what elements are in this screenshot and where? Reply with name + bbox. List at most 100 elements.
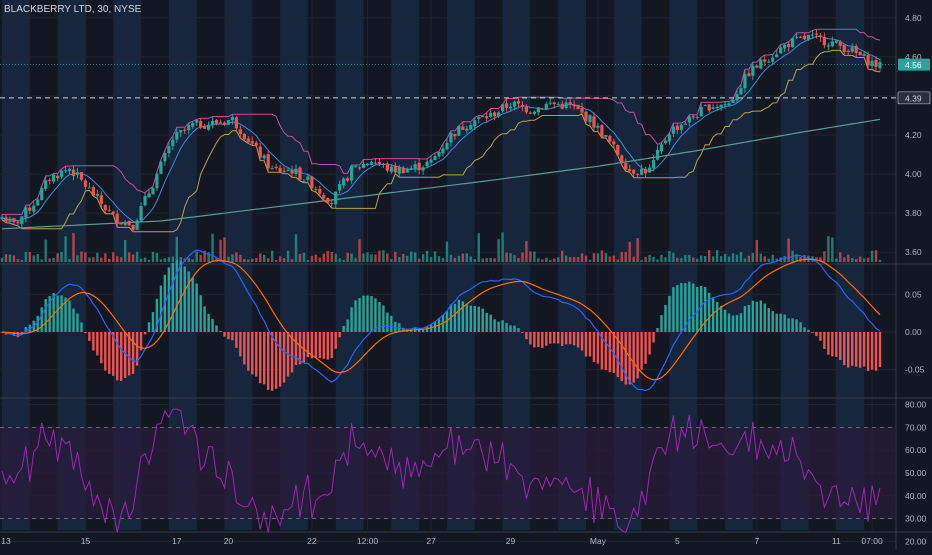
volume-bar — [330, 251, 333, 262]
candle-body — [822, 37, 826, 46]
rsi-tick-label: 50.00 — [905, 468, 927, 478]
macd-histogram-bar — [20, 332, 24, 335]
macd-histogram — [0, 259, 882, 391]
volume-bar — [382, 250, 385, 262]
macd-histogram-bar — [386, 312, 389, 332]
volume-bar — [445, 241, 449, 262]
macd-histogram-bar — [783, 314, 786, 332]
macd-histogram-bar — [564, 332, 568, 345]
candle-body — [651, 160, 656, 169]
macd-histogram-bar — [374, 298, 377, 332]
candle-body — [326, 198, 330, 203]
volume-bar — [358, 239, 361, 262]
candle-body — [747, 73, 751, 77]
macd-histogram-bar — [529, 332, 532, 345]
macd-histogram-bar — [445, 310, 449, 332]
macd-histogram-bar — [839, 332, 842, 361]
macd-histogram-bar — [815, 332, 818, 337]
volume-bar — [270, 250, 274, 262]
volume-bar — [453, 257, 457, 262]
candle-body — [167, 146, 171, 154]
macd-histogram-bar — [251, 332, 254, 375]
macd-histogram-bar — [680, 282, 683, 332]
macd-histogram-bar — [167, 267, 171, 332]
macd-histogram-bar — [394, 321, 397, 332]
candle-body — [246, 138, 250, 143]
time-tick-label: 11 — [832, 536, 841, 546]
volume-bar — [187, 258, 190, 262]
candle-body — [12, 218, 16, 223]
volume-bar — [600, 250, 604, 262]
candle-body — [874, 59, 878, 67]
volume-bar — [719, 256, 723, 262]
macd-histogram-bar — [72, 308, 75, 332]
time-tick-label: 27 — [426, 536, 436, 546]
volume-bar — [493, 258, 496, 262]
macd-histogram-bar — [219, 330, 222, 332]
macd-histogram-bar — [799, 322, 802, 332]
candle-body — [850, 47, 854, 52]
macd-histogram-bar — [791, 318, 794, 332]
candle-body — [397, 167, 401, 174]
price-tick-label: 3.80 — [905, 208, 922, 218]
macd-histogram-bar — [572, 332, 576, 346]
fast-ma-line — [1, 35, 881, 224]
candle-body — [159, 161, 163, 174]
volume-bar — [835, 258, 838, 262]
candle-body — [798, 36, 803, 38]
macd-histogram-bar — [461, 301, 465, 332]
candle-body — [516, 100, 521, 104]
macd-histogram-bar — [481, 308, 484, 332]
candle-body — [866, 55, 870, 66]
candle-body — [405, 169, 409, 173]
macd-histogram-bar — [700, 285, 703, 332]
volume-bar — [684, 255, 687, 262]
volume-bar — [346, 252, 349, 262]
candle-body — [532, 111, 536, 115]
candle-body — [111, 211, 115, 214]
macd-histogram-bar — [707, 292, 711, 332]
volume-bar — [576, 257, 580, 262]
macd-histogram-bar — [763, 303, 766, 332]
volume-bar — [131, 254, 135, 262]
rsi-tick-label: 40.00 — [905, 491, 927, 501]
candle-body — [465, 128, 469, 131]
volume-bar — [219, 239, 222, 262]
candle-body — [274, 166, 278, 169]
time-tick-label: 29 — [506, 536, 516, 546]
macd-histogram-bar — [545, 332, 548, 346]
macd-histogram-bar — [425, 326, 429, 332]
volume-bar — [485, 258, 488, 262]
macd-histogram-bar — [330, 332, 333, 359]
time-tick-label: 07:00 — [861, 536, 883, 546]
candle-body — [409, 168, 413, 170]
volume-bar — [672, 252, 675, 262]
macd-histogram-bar — [870, 332, 874, 370]
volume-bar — [839, 252, 842, 262]
macd-histogram-bar — [866, 332, 870, 371]
macd-histogram-bar — [616, 332, 619, 378]
volume-bar — [489, 257, 492, 262]
macd-histogram-bar — [453, 303, 457, 332]
volume-bar — [723, 253, 727, 262]
macd-histogram-bar — [116, 332, 119, 381]
volume-bar — [580, 253, 584, 262]
macd-histogram-bar — [155, 298, 159, 332]
macd-histogram-bar — [656, 328, 659, 332]
macd-histogram-bar — [600, 332, 604, 370]
candle-body — [16, 221, 20, 224]
macd-histogram-bar — [171, 262, 175, 332]
candle-body — [663, 140, 668, 144]
time-tick-label: 17 — [172, 536, 182, 546]
candle-body — [334, 191, 338, 205]
macd-histogram-bar — [112, 332, 115, 376]
volume-bar — [147, 259, 151, 262]
price-tick-label: 4.20 — [905, 130, 922, 140]
candle-body — [183, 129, 187, 131]
macd-histogram-bar — [195, 283, 198, 332]
candle-body — [659, 144, 664, 152]
candle-body — [838, 41, 842, 46]
candle-body — [87, 187, 92, 189]
